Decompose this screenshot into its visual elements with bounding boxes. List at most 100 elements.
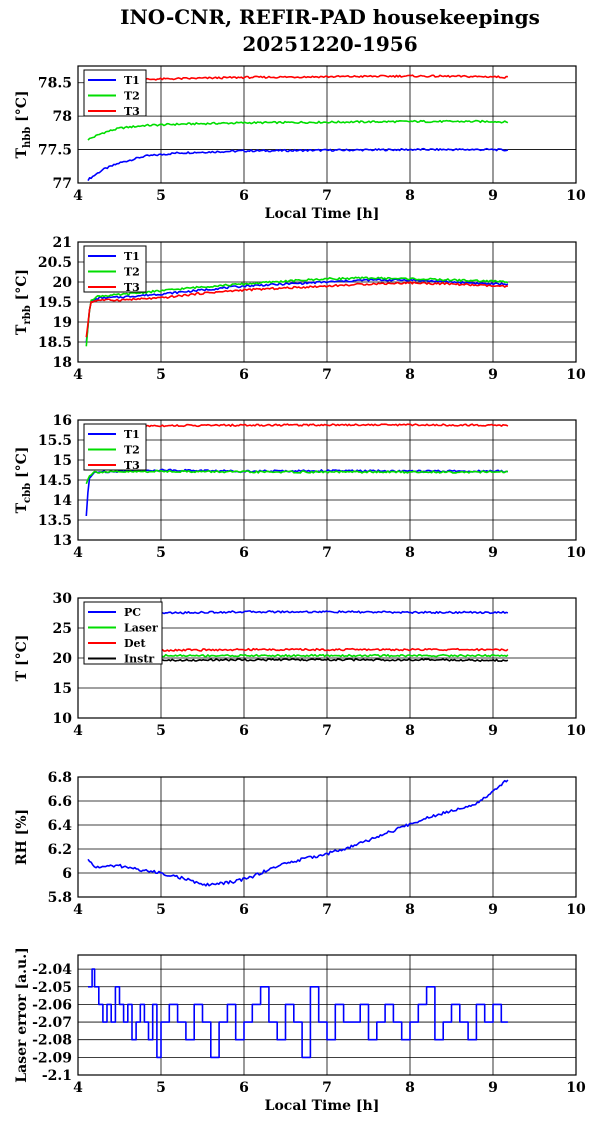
x-tick-label: 5 — [156, 723, 166, 739]
y-tick-label: 6.8 — [48, 770, 72, 786]
y-tick-label: 15 — [53, 681, 72, 697]
x-tick-label: 9 — [488, 367, 498, 383]
y-tick-label: 21 — [53, 235, 72, 251]
x-tick-label: 6 — [239, 188, 249, 204]
x-tick-label: 8 — [405, 545, 415, 561]
figure-title-line1: INO-CNR, REFIR-PAD housekeepings — [120, 5, 540, 29]
y-tick-label: 13.5 — [38, 513, 72, 529]
series-line-t2 — [85, 276, 509, 347]
x-tick-label: 6 — [239, 545, 249, 561]
series-line-data — [87, 779, 509, 887]
series-line-t2 — [87, 119, 509, 141]
y-tick-label: -2.08 — [32, 1033, 72, 1049]
plot-frame — [77, 419, 577, 541]
y-tick-label: 19.5 — [38, 295, 72, 311]
plot-frame — [77, 954, 577, 1076]
y-tick-label: -2.07 — [32, 1015, 72, 1031]
x-tick-label: 10 — [566, 545, 586, 561]
series-line-t1 — [85, 468, 509, 517]
x-tick-label: 4 — [73, 367, 83, 383]
x-tick-label: 10 — [566, 723, 586, 739]
legend-label: T1 — [124, 74, 140, 87]
y-tick-label: 10 — [53, 711, 73, 727]
legend-label: T1 — [124, 250, 140, 263]
x-tick-label: 6 — [239, 902, 249, 918]
y-tick-label: 6.4 — [48, 818, 73, 834]
y-tick-label: 6.6 — [48, 794, 72, 810]
plot-frame — [77, 65, 577, 184]
y-tick-label: 6 — [62, 866, 72, 882]
y-tick-label: 16 — [53, 413, 72, 429]
y-tick-label: -2.1 — [42, 1068, 72, 1084]
legend-label: PC — [124, 606, 141, 619]
x-tick-label: 4 — [73, 545, 83, 561]
y-tick-label: 20 — [53, 275, 73, 291]
legend-label: Laser — [124, 622, 158, 635]
x-tick-label: 8 — [405, 367, 415, 383]
legend-label: T1 — [124, 428, 140, 441]
x-tick-label: 9 — [488, 902, 498, 918]
series-line-t2 — [85, 469, 509, 485]
series-line-t1 — [87, 147, 509, 181]
y-axis-label: RH [%] — [14, 809, 30, 865]
y-tick-label: -2.09 — [32, 1050, 72, 1066]
figure-title-line2: 20251220-1956 — [242, 32, 417, 56]
x-tick-label: 7 — [322, 367, 332, 383]
x-tick-label: 5 — [156, 188, 166, 204]
plot-frame — [77, 597, 577, 719]
y-tick-label: 15.5 — [38, 433, 72, 449]
x-tick-label: 6 — [239, 1080, 249, 1096]
x-tick-label: 5 — [156, 902, 166, 918]
series-line-data — [88, 968, 508, 1059]
legend: T1 T2 T3 — [83, 245, 147, 294]
y-tick-label: 30 — [53, 591, 73, 607]
x-tick-label: 7 — [322, 188, 332, 204]
y-axis-label: Trbb [°C] — [14, 269, 33, 335]
x-tick-label: 8 — [405, 1080, 415, 1096]
x-axis-label: Local Time [h] — [265, 206, 380, 222]
x-tick-label: 7 — [322, 545, 332, 561]
legend-box — [83, 69, 147, 117]
x-tick-label: 10 — [566, 1080, 586, 1096]
y-tick-label: 19 — [53, 315, 72, 331]
x-tick-label: 7 — [322, 902, 332, 918]
series-line-t1 — [85, 278, 509, 343]
y-tick-label: 78 — [53, 109, 72, 125]
series-line-t3 — [85, 423, 509, 428]
x-tick-label: 8 — [405, 188, 415, 204]
x-tick-label: 9 — [488, 1080, 498, 1096]
legend-label: Det — [124, 637, 147, 650]
x-tick-label: 6 — [239, 367, 249, 383]
x-axis-label: Local Time [h] — [265, 1098, 380, 1114]
legend-label: T3 — [124, 459, 140, 472]
x-tick-label: 4 — [73, 723, 83, 739]
y-tick-label: 14 — [53, 493, 73, 509]
x-tick-label: 6 — [239, 723, 249, 739]
legend: PC Laser Det Instr — [83, 601, 163, 666]
legend-label: T3 — [124, 105, 140, 118]
y-tick-label: 6.2 — [48, 842, 72, 858]
x-tick-label: 10 — [566, 902, 586, 918]
x-tick-label: 4 — [73, 902, 83, 918]
y-tick-label: 25 — [53, 621, 72, 637]
y-axis-label: Laser error [a.u.] — [14, 947, 30, 1082]
y-tick-label: 77.5 — [38, 143, 72, 159]
x-tick-label: 4 — [73, 1080, 83, 1096]
x-tick-label: 8 — [405, 723, 415, 739]
y-tick-label: 20 — [53, 651, 73, 667]
x-tick-label: 10 — [566, 188, 586, 204]
x-tick-label: 7 — [322, 1080, 332, 1096]
y-tick-label: 18.5 — [38, 335, 72, 351]
x-tick-label: 5 — [156, 1080, 166, 1096]
y-axis-label: Thbb [°C] — [14, 91, 33, 159]
panel-6: 4 5 6 7 8 9 10 -2.1 -2.09-2.08 -2.07 -2.06-2.05 -2.… — [14, 947, 586, 1114]
y-tick-label: 15 — [53, 453, 72, 469]
legend-box — [83, 245, 147, 293]
y-tick-label: 5.8 — [48, 890, 72, 906]
panel-5: 4 5 6 7 8 9 10 5.8 6 6.2 6.4 6.6 6.8 RH [%] — [14, 770, 586, 918]
plot-frame — [77, 241, 577, 363]
